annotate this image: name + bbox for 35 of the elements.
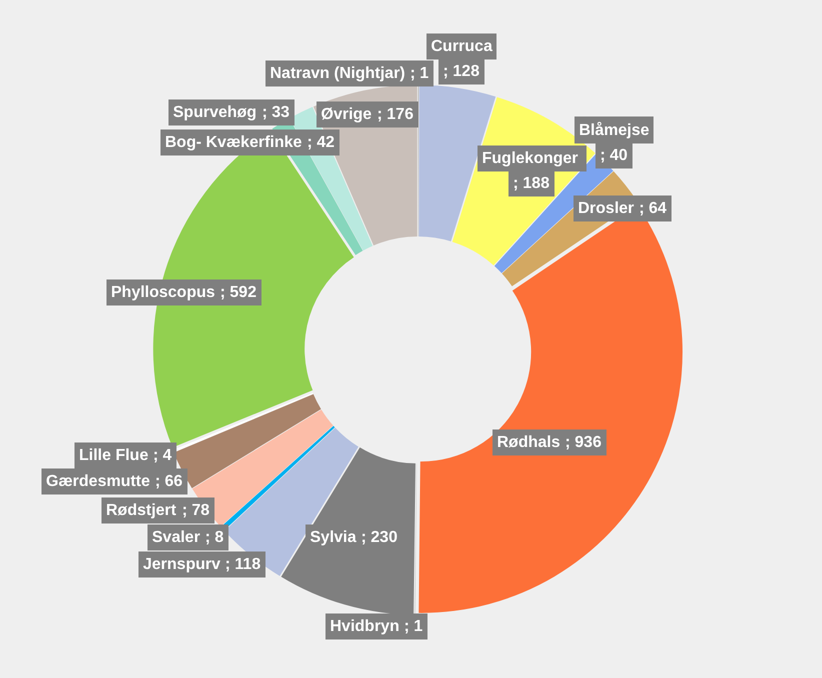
data-label: ; 40	[600, 147, 628, 164]
slice-label: Rødhals	[497, 434, 560, 451]
data-label: ; 176	[377, 106, 414, 123]
slice-label: Fuglekonger	[482, 150, 582, 167]
data-label: ; 78	[182, 502, 210, 519]
donut-slice	[192, 410, 334, 527]
slice-label: Blåmejse	[579, 121, 650, 139]
data-label: ; 1	[404, 618, 423, 635]
slice-label: Rødstjert	[106, 502, 177, 519]
data-label: ; 230	[361, 529, 398, 546]
data-label: ; 66	[155, 473, 183, 490]
data-label: ; 1	[410, 65, 429, 82]
slice-label: Sylvia	[310, 529, 356, 546]
slice-label: Lille Flue	[79, 447, 148, 464]
slice-label: Bog- Kvækerfinke	[165, 134, 302, 151]
slice-label: Hvidbryn	[330, 618, 400, 635]
data-label: ; 8	[205, 529, 224, 546]
slice-label: Øvrige	[321, 106, 372, 123]
slice-label: Phylloscopus	[111, 284, 216, 301]
slice-label: Svaler	[152, 529, 200, 546]
data-label: ; 33	[262, 104, 290, 121]
data-label: ; 42	[307, 134, 335, 151]
slice-label: Jernspurv	[143, 556, 220, 573]
slice-label: Curruca	[431, 38, 492, 55]
data-label: ; 118	[225, 556, 261, 573]
slice-label: Gærdesmutte	[46, 473, 150, 490]
data-label: ; 64	[639, 200, 667, 217]
data-label: ; 128	[443, 63, 480, 80]
slice-label: Natravn (Nightjar)	[270, 65, 406, 82]
data-label: ; 936	[565, 434, 602, 451]
slice-label: Drosler	[578, 200, 634, 217]
data-label: ; 592	[220, 284, 257, 301]
slice-label: Spurvehøg	[173, 104, 257, 121]
data-label: ; 188	[513, 175, 550, 192]
data-label: ; 4	[153, 447, 172, 464]
